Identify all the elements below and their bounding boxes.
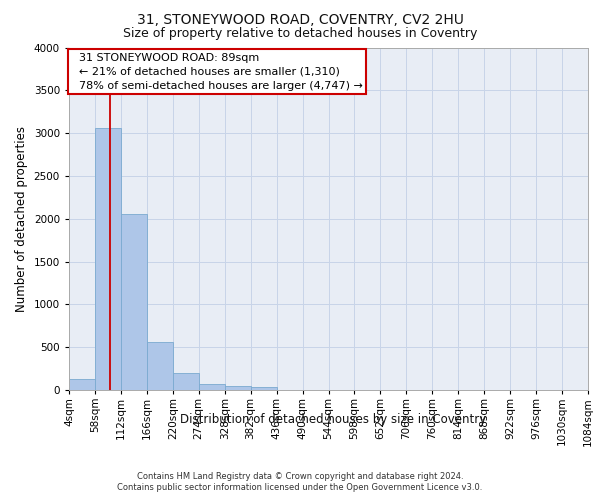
Bar: [121, 214, 147, 390]
Bar: [251, 387, 277, 390]
Text: Distribution of detached houses by size in Coventry: Distribution of detached houses by size …: [180, 412, 486, 426]
Bar: [225, 386, 251, 390]
Bar: [95, 128, 121, 390]
Text: 31, STONEYWOOD ROAD, COVENTRY, CV2 2HU: 31, STONEYWOOD ROAD, COVENTRY, CV2 2HU: [137, 12, 463, 26]
Text: Contains public sector information licensed under the Open Government Licence v3: Contains public sector information licen…: [118, 484, 482, 492]
Text: 31 STONEYWOOD ROAD: 89sqm
  ← 21% of detached houses are smaller (1,310)
  78% o: 31 STONEYWOOD ROAD: 89sqm ← 21% of detac…: [71, 52, 362, 90]
Bar: [69, 379, 95, 390]
Bar: [147, 342, 173, 390]
Bar: [173, 374, 199, 390]
Text: Size of property relative to detached houses in Coventry: Size of property relative to detached ho…: [123, 28, 477, 40]
Text: Contains HM Land Registry data © Crown copyright and database right 2024.: Contains HM Land Registry data © Crown c…: [137, 472, 463, 481]
Bar: [199, 384, 224, 390]
Y-axis label: Number of detached properties: Number of detached properties: [15, 126, 28, 312]
